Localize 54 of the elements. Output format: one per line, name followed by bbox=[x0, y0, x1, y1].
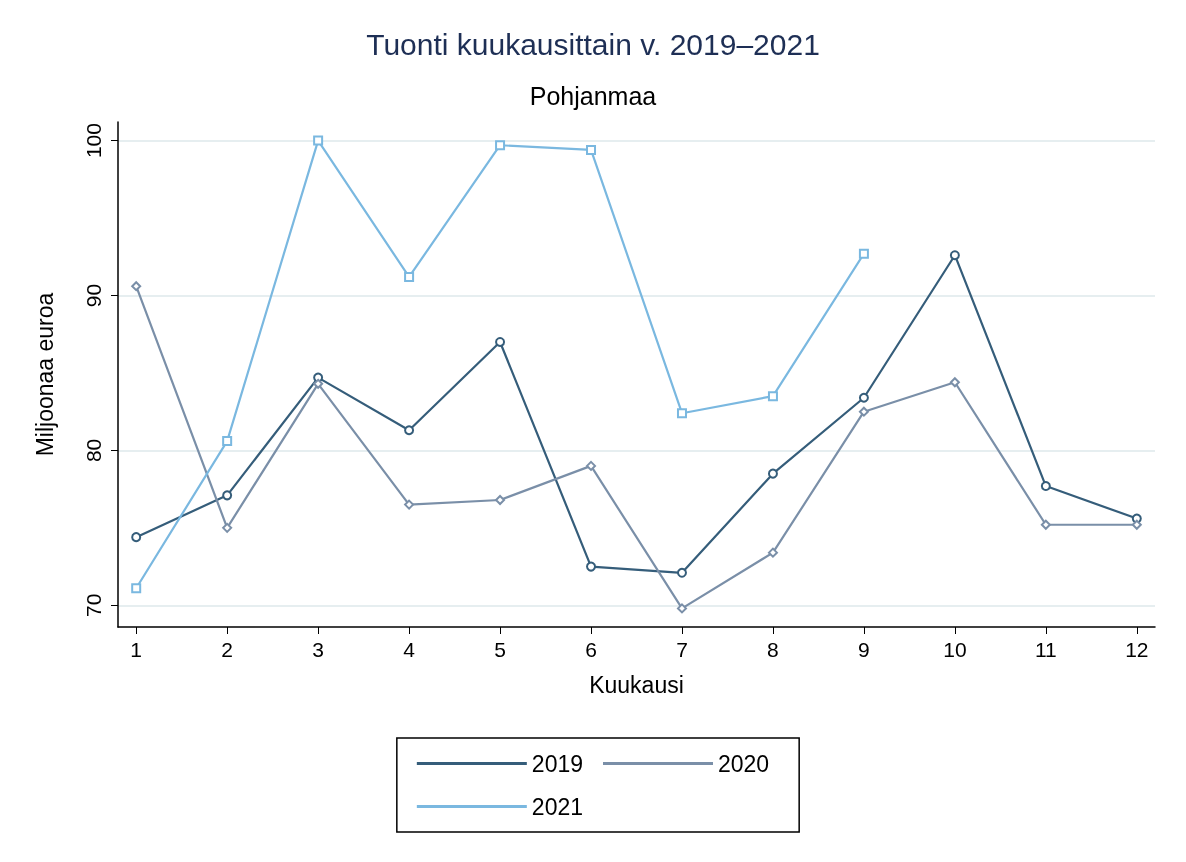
point bbox=[1131, 519, 1142, 530]
x-axis-title: Kuukausi bbox=[589, 671, 684, 698]
point bbox=[586, 144, 597, 155]
point bbox=[858, 406, 869, 417]
point bbox=[949, 250, 960, 261]
point bbox=[313, 378, 324, 389]
point bbox=[676, 408, 687, 419]
point bbox=[404, 499, 415, 510]
point bbox=[949, 377, 960, 388]
point bbox=[404, 425, 415, 436]
point bbox=[131, 583, 142, 594]
point bbox=[404, 271, 415, 282]
point bbox=[767, 468, 778, 479]
x-tick-label: 9 bbox=[858, 638, 870, 661]
point bbox=[495, 140, 506, 151]
y-axis-title: Miljoonaa euroa bbox=[31, 292, 58, 457]
point bbox=[858, 248, 869, 259]
x-tick-label: 2 bbox=[221, 638, 233, 661]
x-tick-label: 8 bbox=[767, 638, 779, 661]
point bbox=[313, 135, 324, 146]
y-tick-label: 70 bbox=[82, 593, 105, 617]
point bbox=[222, 522, 233, 533]
chart-title: Tuonti kuukausittain v. 2019–2021 bbox=[366, 27, 820, 61]
y-tick-label: 100 bbox=[82, 123, 105, 159]
legend-label: 2019 bbox=[531, 750, 584, 777]
chart-subtitle: Pohjanmaa bbox=[529, 81, 657, 110]
x-tick-label: 4 bbox=[403, 638, 416, 661]
point bbox=[1040, 481, 1051, 492]
point bbox=[1040, 519, 1051, 530]
point bbox=[131, 532, 142, 543]
x-tick-label: 3 bbox=[312, 638, 324, 661]
point bbox=[767, 547, 778, 558]
point bbox=[767, 391, 778, 402]
y-tick-label: 80 bbox=[82, 438, 105, 463]
point bbox=[586, 460, 597, 471]
legend-label: 2020 bbox=[718, 750, 770, 777]
point bbox=[222, 436, 233, 447]
x-tick-label: 10 bbox=[943, 638, 967, 661]
point bbox=[586, 561, 597, 572]
x-tick-label: 1 bbox=[130, 638, 143, 661]
x-tick-label: 11 bbox=[1034, 638, 1057, 661]
x-tick-label: 7 bbox=[676, 638, 688, 661]
point bbox=[858, 392, 869, 403]
point bbox=[495, 336, 506, 347]
x-tick-label: 5 bbox=[494, 638, 506, 661]
point bbox=[222, 490, 233, 501]
y-tick-label: 90 bbox=[82, 283, 105, 308]
point bbox=[676, 603, 687, 614]
point bbox=[131, 281, 142, 292]
x-tick-label: 6 bbox=[585, 638, 597, 661]
point bbox=[676, 567, 687, 578]
x-tick-label: 12 bbox=[1125, 638, 1149, 661]
legend-label: 2021 bbox=[531, 793, 584, 820]
point bbox=[495, 494, 506, 505]
